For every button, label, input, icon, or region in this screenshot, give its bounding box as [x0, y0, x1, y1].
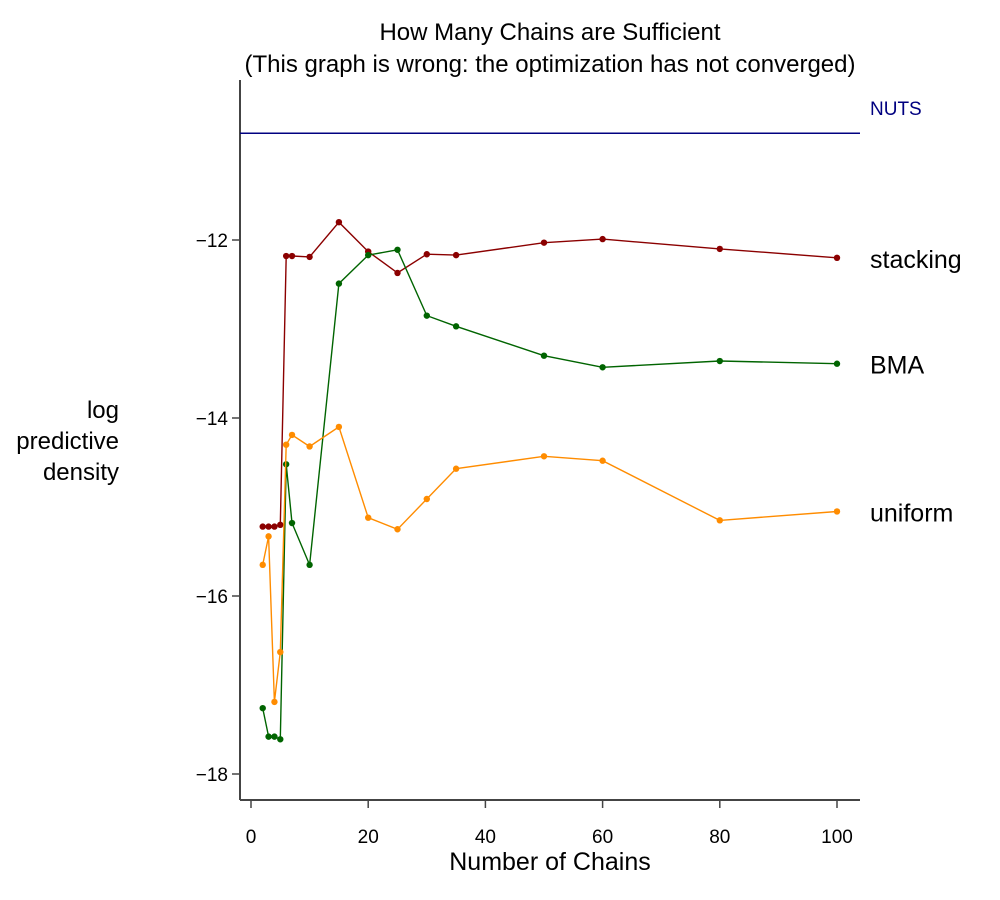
data-point	[306, 253, 313, 261]
data-point	[394, 246, 401, 253]
y-axis-title-line-1: log	[87, 397, 119, 424]
x-tick-label: 80	[709, 827, 730, 848]
x-tick-label: 0	[246, 827, 257, 848]
data-point	[271, 733, 278, 740]
y-tick-label: −12	[196, 231, 228, 252]
y-tick-label: −14	[196, 409, 229, 430]
data-point	[306, 561, 313, 569]
x-ticks: 0 20 40 60 80 100	[246, 800, 853, 848]
data-point	[335, 423, 343, 431]
data-point	[833, 254, 841, 261]
data-point	[452, 323, 460, 330]
series-uniform	[259, 423, 841, 706]
data-point	[716, 517, 723, 524]
y-tick-label: −16	[196, 587, 228, 608]
series-layer	[259, 219, 841, 743]
data-point	[833, 508, 841, 515]
data-point	[259, 704, 266, 712]
y-axis-title-line-2: predictive	[16, 428, 119, 455]
x-axis-title: Number of Chains	[449, 848, 650, 876]
data-point	[288, 519, 296, 527]
data-point	[259, 561, 266, 569]
data-point	[288, 431, 296, 439]
data-point	[271, 523, 278, 530]
data-point	[288, 252, 296, 260]
y-axis-title-line-3: density	[43, 459, 119, 486]
series-label-stacking: stacking	[870, 246, 962, 274]
data-point	[599, 364, 606, 371]
x-tick-label: 20	[358, 827, 379, 848]
series-stacking	[259, 219, 841, 530]
data-point	[271, 698, 278, 706]
data-point	[259, 523, 266, 530]
x-tick-label: 100	[821, 827, 853, 848]
y-ticks: −12 −14 −16 −18	[196, 231, 240, 786]
data-point	[540, 352, 548, 359]
series-label-uniform: uniform	[870, 499, 953, 527]
data-point	[540, 453, 548, 460]
data-point	[394, 269, 401, 277]
series-line-uniform	[262, 425, 838, 702]
series-line-bma	[262, 249, 838, 741]
data-point	[306, 443, 313, 450]
x-tick-label: 40	[475, 827, 496, 848]
data-point	[265, 533, 272, 540]
x-tick-label: 60	[592, 827, 613, 848]
chart-title: How Many Chains are Sufficient	[379, 19, 720, 46]
series-bma	[259, 246, 841, 743]
y-tick-label: −18	[196, 765, 228, 786]
data-point	[282, 441, 290, 448]
series-label-bma: BMA	[870, 352, 925, 380]
data-point	[365, 514, 372, 521]
data-point	[423, 251, 430, 258]
data-point	[335, 219, 343, 226]
data-point	[277, 648, 284, 656]
data-point	[833, 360, 841, 367]
data-point	[716, 245, 723, 253]
data-point	[335, 280, 343, 287]
data-point	[282, 252, 290, 260]
data-point	[265, 733, 272, 740]
data-point	[452, 251, 460, 259]
data-point	[365, 251, 372, 259]
data-point	[265, 523, 272, 530]
data-point	[394, 526, 401, 533]
data-point	[452, 465, 460, 472]
data-point	[423, 495, 430, 503]
data-point	[716, 357, 723, 365]
chart-subtitle: (This graph is wrong: the optimization h…	[245, 51, 856, 78]
data-point	[277, 736, 284, 743]
data-point	[599, 457, 606, 464]
series-line-stacking	[262, 221, 838, 528]
nuts-label: NUTS	[870, 99, 922, 120]
data-point	[540, 239, 548, 246]
data-point	[599, 235, 606, 243]
data-point	[277, 521, 284, 528]
data-point	[423, 312, 430, 319]
